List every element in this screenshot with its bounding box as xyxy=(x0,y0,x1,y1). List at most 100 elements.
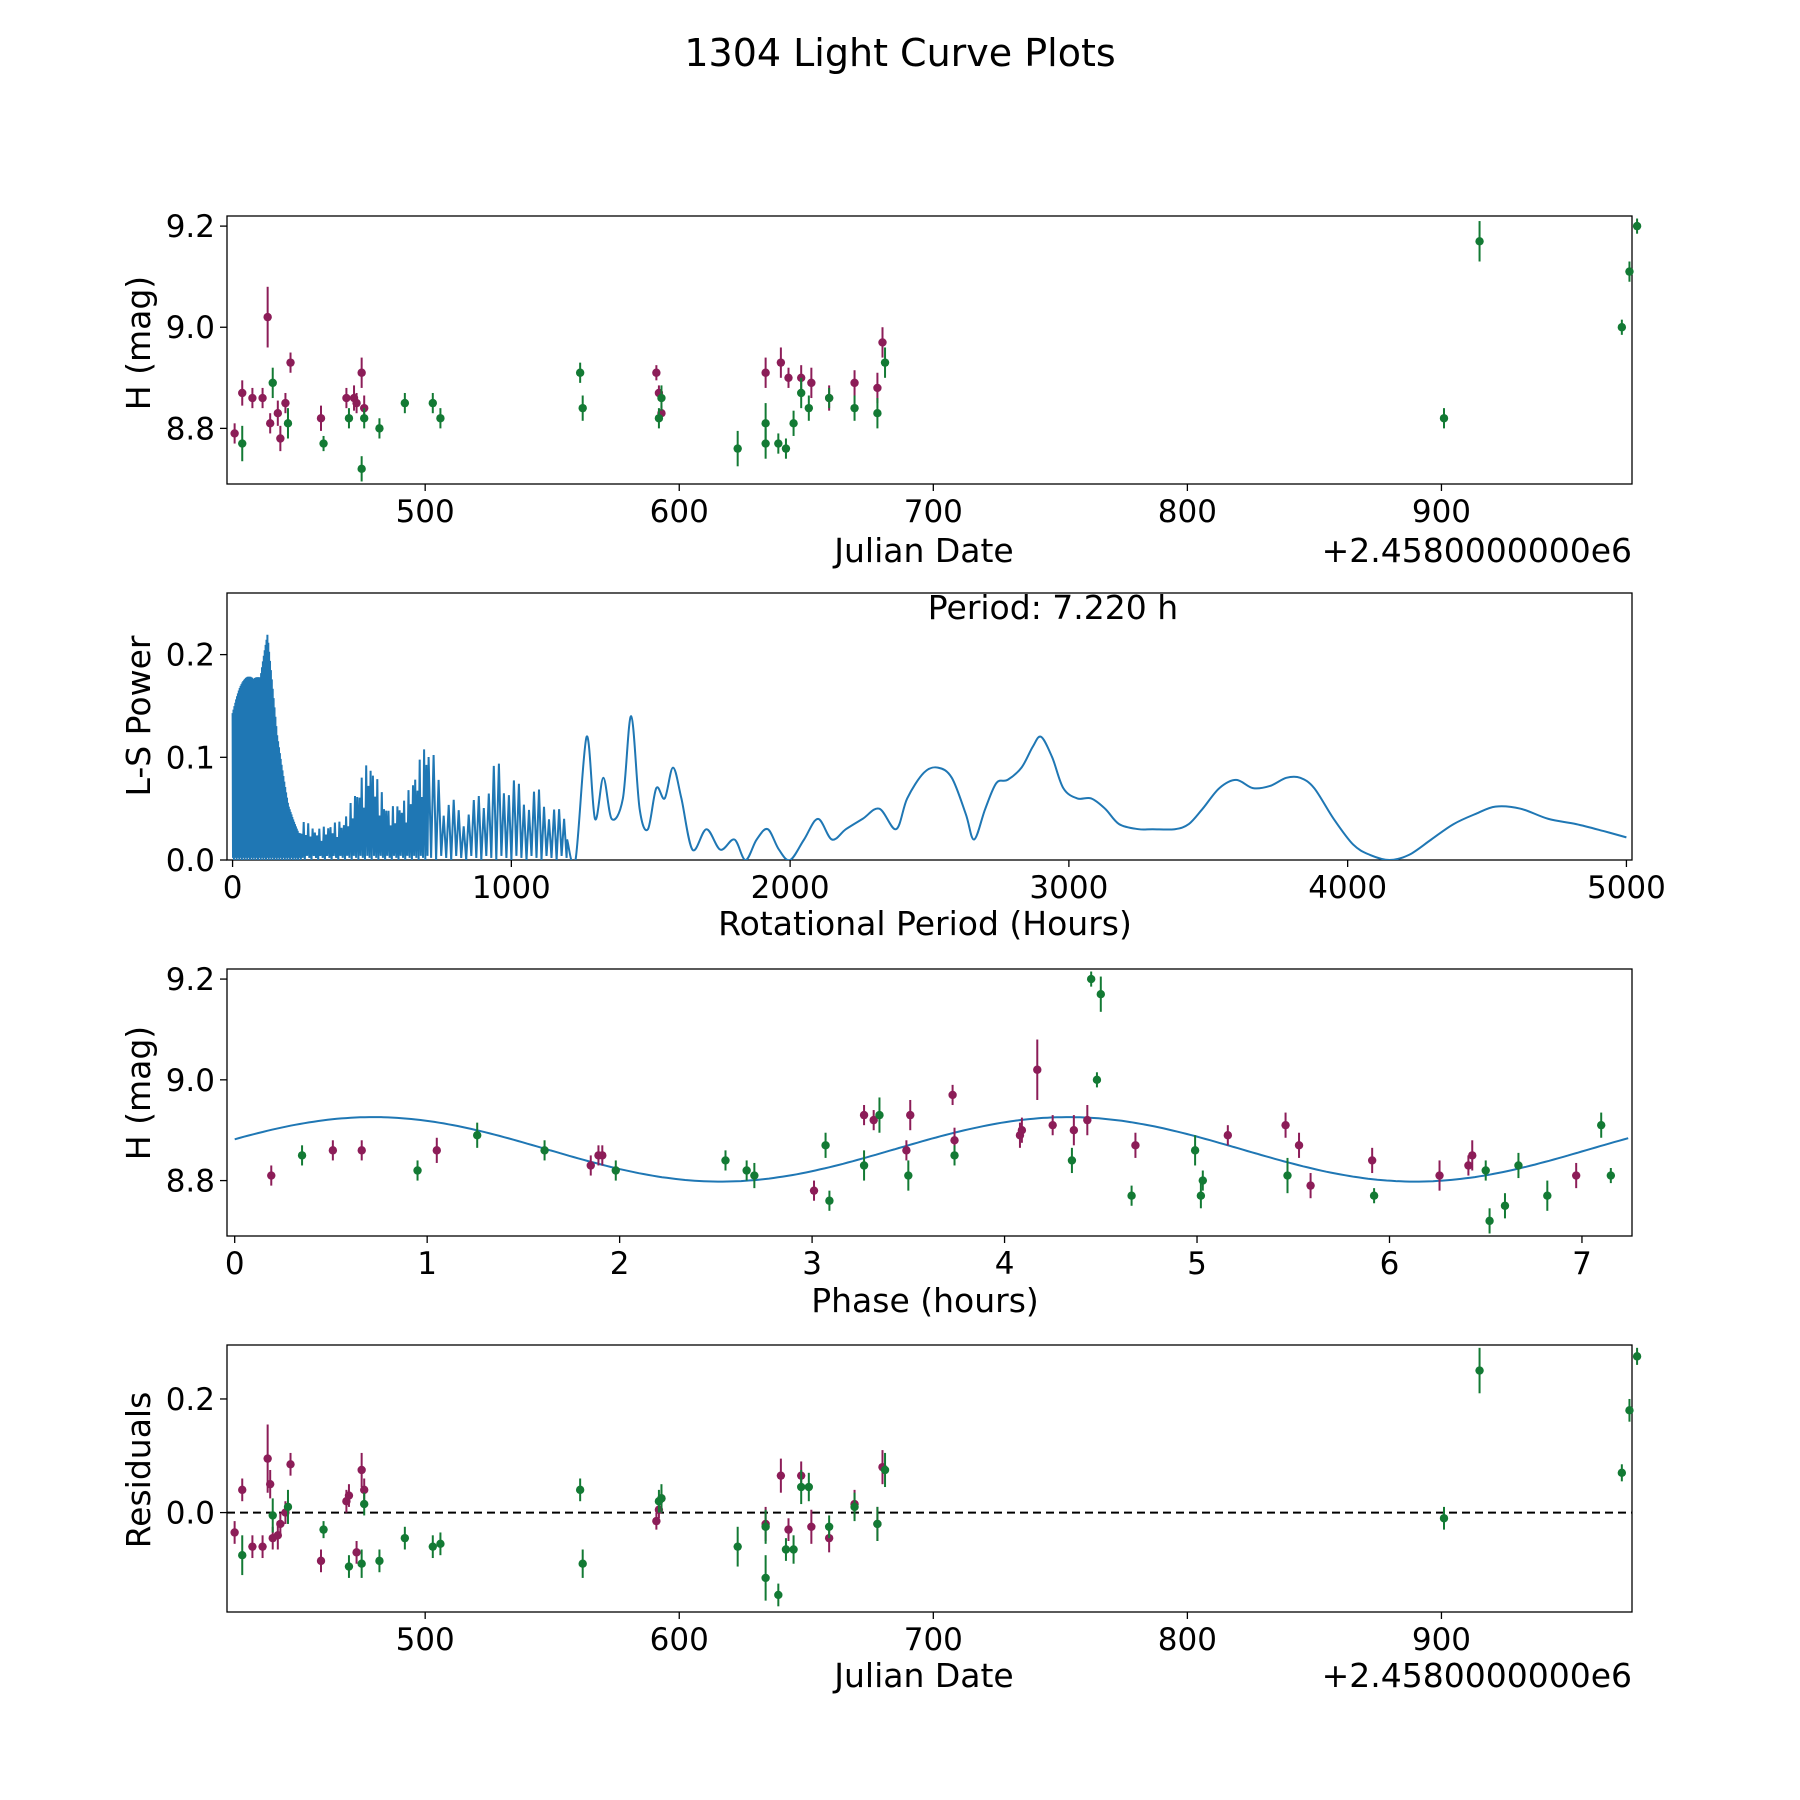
panel4-xlabel: Julian Date xyxy=(832,1656,1014,1695)
phase-point-magenta xyxy=(267,1171,276,1180)
panel4-xtick-label: 800 xyxy=(1158,1622,1217,1658)
resid-point-green xyxy=(344,1562,354,1571)
panel2-xtick-label: 5000 xyxy=(1587,870,1666,906)
phase-point-green xyxy=(1096,989,1105,999)
panel-residuals: Residuals Julian Date +2.4580000000e6 50… xyxy=(119,1344,1642,1695)
phase-point-magenta xyxy=(1131,1141,1140,1150)
lc-point-green xyxy=(578,403,587,413)
phase-point-green xyxy=(1606,1171,1616,1180)
lc-point-green xyxy=(733,444,742,453)
panel3-xtick-label: 6 xyxy=(1380,1246,1400,1282)
lc-point-magenta xyxy=(652,368,661,377)
panel3-xtick-label: 7 xyxy=(1572,1246,1592,1282)
panel4-xtick-label: 600 xyxy=(650,1622,709,1658)
resid-point-magenta xyxy=(652,1516,661,1526)
panel2-frame xyxy=(226,592,1633,861)
panel1-frame xyxy=(226,215,1633,485)
panel1-xtick-label: 700 xyxy=(904,494,963,530)
phase-point-green xyxy=(473,1131,482,1140)
resid-point-magenta xyxy=(359,1485,369,1495)
phase-point-magenta xyxy=(1033,1065,1042,1074)
resid-point-green xyxy=(428,1542,437,1551)
resid-point-green xyxy=(761,1573,770,1583)
lc-point-green xyxy=(238,439,247,448)
resid-point-green xyxy=(761,1522,770,1531)
phase-point-magenta xyxy=(1281,1120,1290,1130)
phase-point-magenta xyxy=(950,1136,959,1145)
resid-point-magenta xyxy=(276,1519,285,1529)
resid-point-green xyxy=(578,1559,587,1568)
panel3-xtick-label: 0 xyxy=(225,1246,245,1282)
resid-point-magenta xyxy=(784,1525,793,1534)
lc-point-green xyxy=(575,368,585,377)
resid-point-magenta xyxy=(286,1460,295,1469)
panel2-ylabel: L-S Power xyxy=(119,635,158,796)
resid-point-green xyxy=(880,1465,890,1475)
resid-point-green xyxy=(850,1502,859,1512)
resid-point-green xyxy=(824,1522,834,1531)
phase-point-magenta xyxy=(1083,1115,1092,1125)
resid-point-green xyxy=(1475,1366,1484,1375)
figure-title: 1304 Light Curve Plots xyxy=(684,31,1115,75)
resid-point-green xyxy=(357,1559,366,1568)
lc-point-magenta xyxy=(263,312,272,322)
lc-point-magenta xyxy=(873,383,882,393)
panel2-ytick-label: 0.1 xyxy=(166,740,215,776)
phase-point-green xyxy=(721,1156,730,1165)
phase-point-green xyxy=(821,1141,830,1150)
lc-point-magenta xyxy=(342,393,351,403)
resid-point-green xyxy=(781,1545,791,1554)
lc-point-green xyxy=(400,398,410,408)
panel4-x-offset: +2.4580000000e6 xyxy=(1322,1656,1632,1695)
resid-point-magenta xyxy=(344,1491,354,1500)
lc-point-green xyxy=(824,393,834,403)
lc-point-green xyxy=(359,414,369,423)
phase-point-magenta xyxy=(432,1146,441,1155)
resid-point-green xyxy=(1439,1514,1449,1523)
phase-point-magenta xyxy=(598,1151,607,1160)
lc-point-green xyxy=(1617,323,1627,332)
phase-point-green xyxy=(1543,1191,1552,1200)
lc-point-magenta xyxy=(776,358,786,367)
phase-point-green xyxy=(950,1151,959,1160)
lc-point-magenta xyxy=(316,414,326,423)
lc-point-magenta xyxy=(807,378,816,388)
resid-point-magenta xyxy=(352,1548,361,1557)
panel-periodogram: L-S Power Rotational Period (Hours) Peri… xyxy=(119,588,1666,943)
panel2-ytick-label: 0.2 xyxy=(166,638,215,674)
lc-point-magenta xyxy=(281,398,290,408)
panel-light-curve: H (mag) Julian Date +2.4580000000e6 500 6… xyxy=(119,209,1642,570)
lc-point-green xyxy=(344,414,354,423)
resid-point-green xyxy=(804,1482,814,1492)
resid-point-magenta xyxy=(248,1542,257,1551)
lc-point-magenta xyxy=(761,368,770,377)
panel4-xtick-label: 700 xyxy=(904,1622,963,1658)
panel1-xlabel: Julian Date xyxy=(832,531,1014,570)
phase-point-magenta xyxy=(809,1186,819,1195)
lc-point-magenta xyxy=(265,419,275,428)
phase-point-magenta xyxy=(1048,1120,1057,1130)
phase-point-green xyxy=(1190,1146,1200,1155)
lc-point-magenta xyxy=(796,373,806,383)
panel1-xtick-label: 900 xyxy=(1412,494,1471,530)
panel3-xtick-label: 3 xyxy=(802,1246,822,1282)
lc-point-green xyxy=(796,388,806,398)
panel1-xtick-label: 500 xyxy=(396,494,455,530)
resid-point-green xyxy=(1632,1352,1642,1361)
phase-point-green xyxy=(297,1151,307,1160)
lc-point-green xyxy=(436,414,445,423)
phase-point-magenta xyxy=(328,1146,338,1155)
panel4-ytick-label: 0.2 xyxy=(166,1382,215,1418)
lc-point-green xyxy=(268,378,277,388)
phase-point-green xyxy=(1092,1075,1102,1085)
lc-point-magenta xyxy=(286,358,295,367)
phase-point-green xyxy=(875,1110,884,1120)
phase-point-magenta xyxy=(357,1146,366,1155)
phase-point-magenta xyxy=(869,1115,878,1125)
lc-point-magenta xyxy=(784,373,793,383)
phase-point-green xyxy=(1514,1161,1523,1170)
panel2-xtick-label: 0 xyxy=(223,870,243,906)
panel2-xtick-label: 4000 xyxy=(1308,870,1387,906)
lc-point-green xyxy=(873,409,882,418)
